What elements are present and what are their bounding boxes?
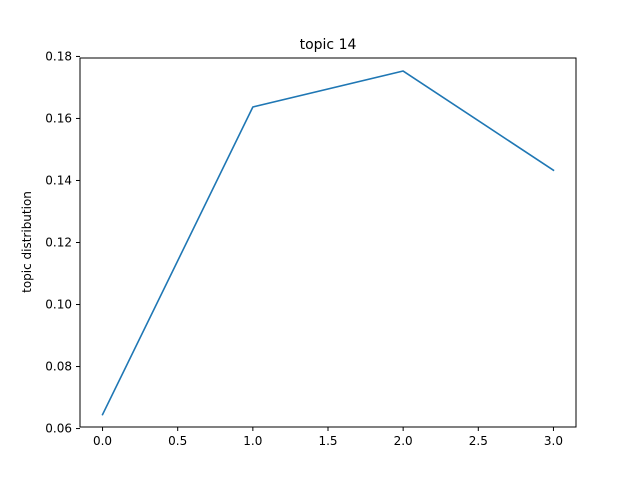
- x-tick-label: 2.0: [394, 434, 413, 448]
- x-tick-label: 0.0: [93, 434, 112, 448]
- series-line: [101, 70, 555, 416]
- y-tick-label: 0.18: [45, 49, 72, 63]
- plot-area: 0.0 0.5 1.0 1.5 2.0 2.5 3.0 0.06 0.08 0.10 0.12 0.1…: [45, 49, 563, 448]
- axes-frame: [79, 57, 577, 428]
- y-tick-label: 0.10: [45, 298, 72, 312]
- y-tick-label: 0.06: [45, 422, 72, 436]
- y-tick-label: 0.08: [45, 360, 72, 374]
- y-tick-label: 0.14: [45, 173, 72, 187]
- chart-title: topic 14: [300, 37, 357, 53]
- x-tick-label: 2.5: [469, 434, 488, 448]
- y-tick-label: 0.16: [45, 111, 72, 125]
- y-axis-label: topic distribution: [20, 191, 34, 293]
- x-tick-label: 1.5: [318, 434, 337, 448]
- x-tick-label: 1.0: [243, 434, 262, 448]
- x-tick-label: 3.0: [544, 434, 563, 448]
- y-tick-label: 0.12: [45, 236, 72, 250]
- x-tick-label: 0.5: [168, 434, 187, 448]
